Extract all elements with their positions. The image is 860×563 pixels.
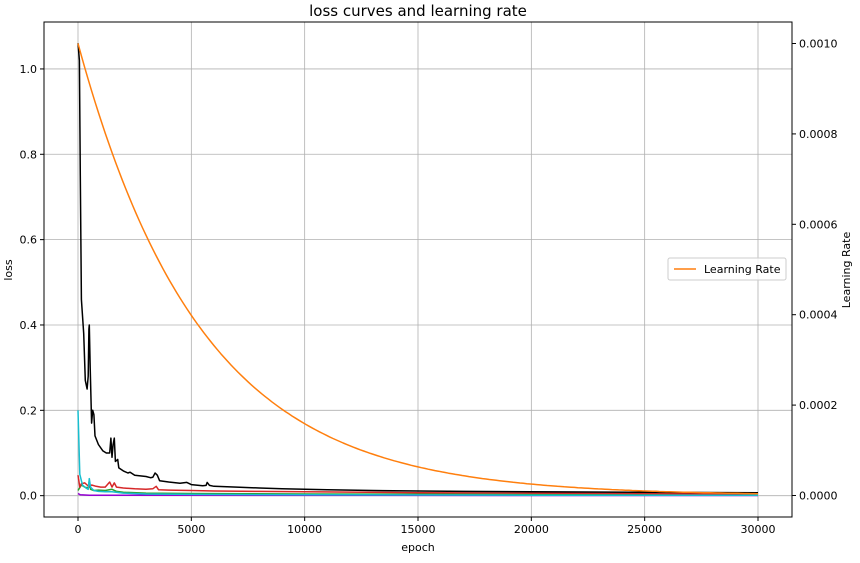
- y-right-axis-label: Learning Rate: [840, 232, 853, 309]
- x-tick-label: 20000: [514, 523, 549, 536]
- series-layer: [77, 43, 759, 497]
- ticks: 0 5000 10000 15000 20000 25000 30000 0.0 0.2 0.4 0…: [20, 38, 838, 536]
- x-tick-label: 5000: [177, 523, 205, 536]
- y-right-tick-label: 0.0000: [799, 489, 838, 502]
- x-tick-label: 15000: [401, 523, 436, 536]
- y-tick-label: 0.0: [20, 490, 38, 503]
- series-line-learning-rate: [77, 43, 759, 495]
- y-right-tick-label: 0.0010: [799, 38, 838, 51]
- y-tick-label: 0.8: [20, 148, 38, 161]
- grid: [44, 22, 792, 517]
- y-tick-label: 0.2: [20, 404, 38, 417]
- legend: Learning Rate: [667, 257, 787, 281]
- y-right-tick-label: 0.0008: [799, 128, 838, 141]
- x-tick-label: 0: [75, 523, 82, 536]
- chart-title: loss curves and learning rate: [309, 2, 527, 20]
- series-line-3: [77, 479, 758, 496]
- x-axis-label: epoch: [401, 541, 435, 554]
- y-tick-label: 1.0: [20, 63, 38, 76]
- y-right-tick-label: 0.0006: [799, 218, 838, 231]
- x-tick-label: 25000: [627, 523, 662, 536]
- x-tick-label: 10000: [287, 523, 322, 536]
- y-right-tick-label: 0.0004: [799, 309, 838, 322]
- y-right-tick-label: 0.0002: [799, 399, 838, 412]
- y-axis-label: loss: [2, 259, 15, 281]
- x-tick-label: 30000: [741, 523, 776, 536]
- y-tick-label: 0.4: [20, 319, 38, 332]
- series-line-1: [77, 410, 758, 496]
- y-tick-label: 0.6: [20, 234, 38, 247]
- legend-box: [667, 257, 787, 281]
- legend-label-learning-rate: Learning Rate: [704, 263, 781, 276]
- series-line-0: [77, 43, 759, 494]
